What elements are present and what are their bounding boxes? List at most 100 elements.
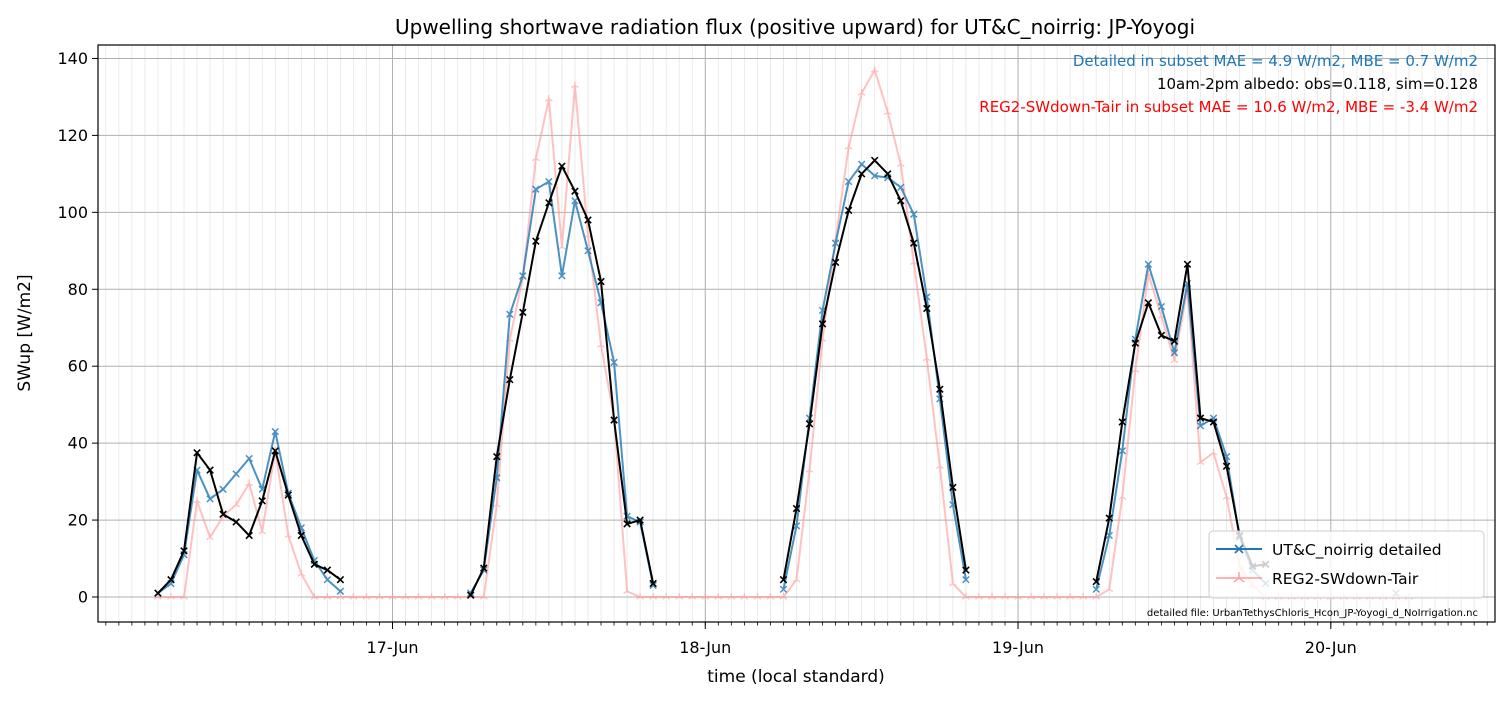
data-point bbox=[440, 593, 449, 600]
data-point bbox=[532, 185, 540, 193]
annotation-detailed-mae: Detailed in subset MAE = 4.9 W/m2, MBE =… bbox=[1073, 52, 1478, 70]
data-point bbox=[245, 454, 253, 463]
data-point bbox=[558, 272, 566, 280]
data-point bbox=[883, 170, 892, 178]
data-point bbox=[649, 581, 657, 590]
data-point bbox=[910, 239, 918, 247]
data-point bbox=[727, 593, 736, 600]
data-point bbox=[232, 518, 240, 526]
data-point bbox=[284, 531, 293, 539]
data-point bbox=[245, 531, 253, 540]
data-point bbox=[167, 593, 175, 600]
data-point bbox=[1196, 414, 1205, 422]
series-line bbox=[157, 159, 1266, 596]
data-point bbox=[388, 593, 397, 600]
data-point bbox=[1027, 593, 1036, 600]
data-point bbox=[962, 566, 970, 574]
annotation-albedo: 10am-2pm albedo: obs=0.118, sim=0.128 bbox=[1157, 75, 1478, 93]
data-point bbox=[323, 566, 332, 574]
data-point bbox=[193, 496, 201, 504]
data-point bbox=[870, 156, 879, 165]
data-point bbox=[961, 593, 970, 600]
major-grid bbox=[98, 45, 1495, 622]
data-point bbox=[427, 593, 436, 600]
data-point bbox=[1170, 356, 1179, 364]
data-point bbox=[1118, 447, 1127, 455]
data-point bbox=[975, 593, 983, 600]
data-point bbox=[584, 216, 592, 224]
data-point bbox=[180, 547, 188, 555]
data-point bbox=[167, 575, 175, 584]
data-point bbox=[935, 462, 944, 469]
data-point bbox=[831, 239, 840, 247]
data-point bbox=[180, 593, 188, 600]
data-point bbox=[545, 198, 553, 207]
data-point bbox=[336, 587, 345, 595]
annotations: Detailed in subset MAE = 4.9 W/m2, MBE =… bbox=[979, 52, 1478, 116]
data-point bbox=[1040, 593, 1049, 600]
data-point bbox=[1092, 593, 1101, 600]
data-point bbox=[492, 500, 501, 508]
data-point bbox=[610, 416, 618, 424]
data-point bbox=[1014, 593, 1022, 600]
data-point bbox=[232, 470, 240, 478]
data-point bbox=[584, 247, 592, 255]
data-point bbox=[401, 593, 410, 600]
legend-box bbox=[1208, 530, 1485, 599]
x-tick-label: 17-Jun bbox=[367, 638, 419, 657]
data-point bbox=[792, 504, 801, 513]
data-point bbox=[493, 452, 501, 461]
series-2 bbox=[154, 156, 1270, 599]
data-point bbox=[623, 587, 632, 594]
data-point bbox=[519, 308, 527, 317]
data-point bbox=[206, 495, 214, 503]
legend-entry-reg2: REG2-SWdown-Tair bbox=[1216, 570, 1419, 588]
data-point bbox=[519, 272, 527, 280]
data-point bbox=[479, 564, 488, 572]
data-point bbox=[896, 160, 905, 167]
data-point bbox=[219, 510, 227, 519]
data-point bbox=[753, 593, 762, 600]
data-point bbox=[323, 593, 332, 600]
data-point bbox=[1209, 448, 1218, 456]
data-point bbox=[649, 593, 658, 600]
data-point bbox=[1183, 260, 1192, 269]
data-point bbox=[375, 593, 384, 600]
x-tick-label: 20-Jun bbox=[1305, 638, 1357, 657]
data-point bbox=[883, 108, 892, 116]
data-point bbox=[844, 142, 853, 150]
data-point bbox=[1079, 593, 1088, 600]
data-point bbox=[362, 593, 371, 600]
data-point bbox=[206, 533, 215, 541]
data-point bbox=[922, 354, 931, 362]
data-point bbox=[1170, 349, 1179, 357]
data-point bbox=[779, 585, 788, 594]
data-point bbox=[336, 575, 345, 584]
data-point bbox=[506, 375, 514, 384]
data-point bbox=[740, 593, 749, 600]
legend-marker-utc bbox=[1234, 544, 1244, 554]
data-point bbox=[1222, 462, 1231, 470]
data-point bbox=[714, 593, 723, 600]
data-point bbox=[271, 427, 279, 436]
x-tick-label: 18-Jun bbox=[679, 638, 731, 657]
data-point bbox=[818, 320, 827, 328]
data-point bbox=[597, 341, 605, 348]
data-point bbox=[1001, 593, 1009, 600]
data-point bbox=[1170, 337, 1179, 345]
data-point bbox=[949, 483, 957, 492]
data-point bbox=[649, 579, 657, 588]
data-point bbox=[1157, 302, 1166, 311]
data-point bbox=[571, 187, 579, 195]
data-point bbox=[962, 575, 970, 584]
data-point bbox=[1105, 514, 1114, 522]
data-point bbox=[206, 466, 214, 474]
data-point bbox=[597, 277, 605, 286]
footnote: detailed file: UrbanTethysChloris_Hcon_J… bbox=[1147, 608, 1478, 619]
data-point bbox=[531, 154, 540, 162]
data-point bbox=[336, 593, 345, 600]
data-point bbox=[1118, 493, 1127, 500]
data-point bbox=[688, 593, 697, 600]
y-tick-label: 100 bbox=[57, 203, 88, 222]
